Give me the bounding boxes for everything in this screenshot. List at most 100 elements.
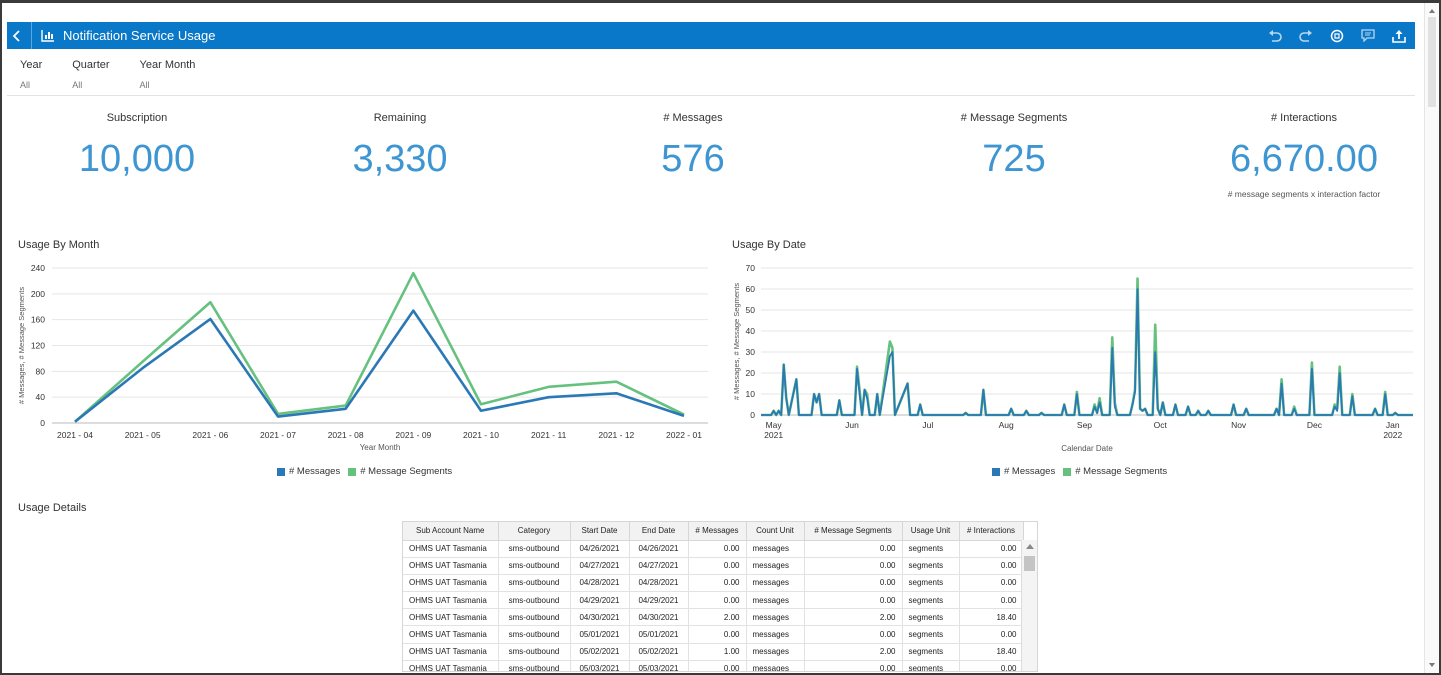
table-row[interactable]: OHMS UAT Tasmania sms-outbound 05/02/2021 0…: [403, 643, 1024, 661]
x-tick-label: 2021 - 09: [395, 430, 431, 440]
table-cell: sms-outbound: [498, 660, 571, 671]
usage-by-date-title: Usage By Date: [732, 239, 806, 251]
series-line-messages[interactable]: [74, 309, 685, 423]
x-tick-label: 2021 - 08: [328, 430, 364, 440]
x-tick-label: Jan: [1386, 420, 1400, 430]
x-tick-label: 2021 - 12: [598, 430, 634, 440]
column-header[interactable]: Start Date: [570, 522, 630, 541]
export-button[interactable]: [1391, 28, 1407, 44]
filter-value: All: [20, 80, 31, 90]
legend-item-segments[interactable]: # Message Segments: [1063, 466, 1167, 477]
column-header[interactable]: Count Unit: [746, 522, 805, 541]
legend-label: # Messages: [1004, 466, 1056, 477]
y-axis-title: # Messages, # Message Segments: [732, 283, 741, 400]
undo-button[interactable]: [1267, 28, 1283, 44]
column-header[interactable]: End Date: [629, 522, 689, 541]
redo-icon: [1299, 29, 1312, 42]
kpi-label: # Message Segments: [960, 112, 1068, 124]
usage-by-month-legend: # Messages # Message Segments: [277, 466, 460, 477]
table-cell: 05/01/2021: [570, 625, 630, 644]
table-cell: 04/29/2021: [629, 591, 689, 610]
kpi-interactions: # Interactions 6,670.00 # message segmen…: [1204, 112, 1404, 199]
page-title: Notification Service Usage: [63, 28, 216, 43]
x-tick-label: 2021 - 05: [125, 430, 161, 440]
scroll-up-icon[interactable]: [1026, 544, 1034, 549]
y-tick-label: 30: [746, 347, 756, 357]
table-cell: messages: [746, 591, 805, 610]
y-tick-label: 50: [746, 305, 756, 315]
table-cell: OHMS UAT Tasmania: [403, 574, 499, 593]
series-line-messages[interactable]: [761, 288, 1413, 416]
filter-year-month[interactable]: Year Month All: [140, 59, 196, 90]
table-cell: 04/28/2021: [629, 574, 689, 593]
table-cell: 0.00: [959, 591, 1024, 610]
column-header[interactable]: Sub Account Name: [403, 522, 499, 541]
table-cell: 0.00: [804, 540, 903, 558]
page-scrollbar[interactable]: [1424, 3, 1439, 673]
table-row[interactable]: OHMS UAT Tasmania sms-outbound 04/29/2021 0…: [403, 591, 1024, 610]
table-row[interactable]: OHMS UAT Tasmania sms-outbound 05/03/2021 0…: [403, 660, 1024, 671]
column-header[interactable]: Usage Unit: [902, 522, 960, 541]
kpi-label: Remaining: [373, 112, 427, 124]
table-cell: sms-outbound: [498, 643, 571, 661]
table-cell: segments: [902, 591, 960, 610]
table-row[interactable]: OHMS UAT Tasmania sms-outbound 04/28/2021 0…: [403, 574, 1024, 593]
redo-button[interactable]: [1298, 28, 1314, 44]
table-cell: OHMS UAT Tasmania: [403, 660, 499, 671]
table-cell: 04/26/2021: [570, 540, 630, 558]
scroll-down-icon[interactable]: [1429, 663, 1435, 667]
usage-by-date-legend: # Messages # Message Segments: [992, 466, 1175, 477]
table-cell: 0.00: [688, 660, 747, 671]
x-tick-label: Dec: [1307, 420, 1323, 430]
y-tick-label: 40: [746, 326, 756, 336]
comment-button[interactable]: [1360, 28, 1376, 44]
table-row[interactable]: OHMS UAT Tasmania sms-outbound 05/01/2021 0…: [403, 625, 1024, 644]
legend-item-messages[interactable]: # Messages: [992, 466, 1055, 477]
column-header[interactable]: # Message Segments: [804, 522, 903, 541]
filter-year[interactable]: Year All: [20, 59, 42, 90]
usage-details-title: Usage Details: [18, 502, 87, 514]
reset-button[interactable]: [1329, 28, 1345, 44]
usage-by-month-chart[interactable]: 0 40 80 120 160 200 240 2021 - 04 2021 - 05 2021 …: [0, 255, 720, 460]
kpi-value: 3,330: [352, 138, 448, 180]
column-header[interactable]: # Interactions: [959, 522, 1024, 541]
undo-icon: [1269, 29, 1282, 42]
filter-divider: [7, 95, 1415, 96]
table-scrollbar[interactable]: [1021, 540, 1037, 671]
legend-swatch: [1063, 467, 1072, 476]
table-cell: OHMS UAT Tasmania: [403, 540, 499, 558]
table-cell: OHMS UAT Tasmania: [403, 557, 499, 575]
legend-item-segments[interactable]: # Message Segments: [348, 466, 452, 477]
table-cell: 18.40: [959, 608, 1024, 627]
column-header[interactable]: Category: [498, 522, 571, 541]
x-tick-label: 2021 - 11: [531, 430, 567, 440]
table-cell: messages: [746, 643, 805, 661]
y-tick-label: 120: [31, 341, 45, 351]
kpi-remaining: Remaining 3,330: [325, 112, 475, 179]
filter-label: Year Month: [139, 59, 196, 71]
scroll-thumb[interactable]: [1428, 17, 1436, 107]
kpi-label: # Messages: [663, 112, 723, 124]
legend-item-messages[interactable]: # Messages: [277, 466, 340, 477]
table-cell: messages: [746, 574, 805, 593]
back-button[interactable]: [9, 22, 25, 49]
table-cell: sms-outbound: [498, 540, 571, 558]
scroll-up-icon[interactable]: [1429, 9, 1435, 13]
filter-quarter[interactable]: Quarter All: [72, 59, 109, 90]
table-row[interactable]: OHMS UAT Tasmania sms-outbound 04/27/2021 0…: [403, 557, 1024, 575]
table-cell: 0.00: [688, 557, 747, 575]
kpi-value: 10,000: [78, 138, 196, 180]
series-line-segments[interactable]: [74, 271, 685, 423]
table-row[interactable]: OHMS UAT Tasmania sms-outbound 04/26/2021 0…: [403, 540, 1024, 558]
table-cell: 0.00: [688, 574, 747, 593]
y-tick-label: 80: [36, 366, 46, 376]
y-tick-label: 60: [746, 284, 756, 294]
y-tick-label: 240: [31, 263, 45, 273]
scroll-thumb[interactable]: [1024, 556, 1035, 571]
table-cell: 04/30/2021: [570, 608, 630, 627]
y-tick-label: 200: [31, 289, 45, 299]
table-row[interactable]: OHMS UAT Tasmania sms-outbound 04/30/2021 0…: [403, 608, 1024, 627]
column-header[interactable]: # Messages: [688, 522, 747, 541]
comment-icon: [1361, 29, 1375, 42]
